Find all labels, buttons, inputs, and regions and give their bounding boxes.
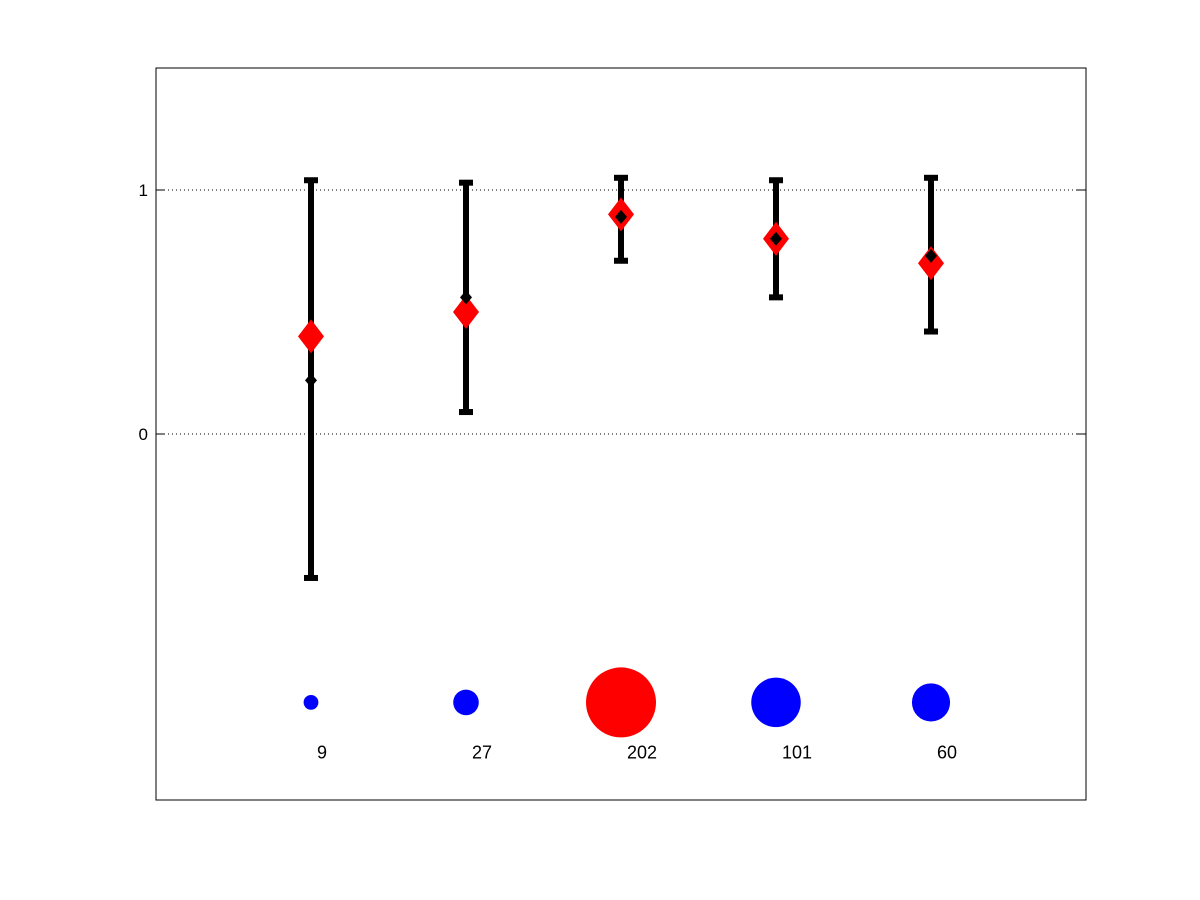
estimate-marker xyxy=(925,248,937,263)
count-label: 60 xyxy=(937,742,957,762)
markers xyxy=(298,197,944,388)
y-axis-ticks: 01 xyxy=(139,181,1086,444)
estimate-marker xyxy=(460,290,472,305)
count-bubble xyxy=(911,683,951,722)
y-tick-label: 0 xyxy=(139,425,148,444)
plot-frame xyxy=(155,67,1087,801)
estimate-marker xyxy=(615,209,627,224)
count-labels: 9 27 202 101 60 xyxy=(317,742,957,762)
reference-marker xyxy=(918,246,944,281)
count-bubble xyxy=(453,689,479,716)
estimate-marker xyxy=(770,231,782,246)
reference-marker xyxy=(453,295,479,329)
count-bubble xyxy=(751,677,801,728)
count-bubble xyxy=(586,667,656,738)
count-label: 9 xyxy=(317,742,327,762)
count-label: 27 xyxy=(472,742,492,762)
reference-marker xyxy=(298,319,324,354)
estimate-marker xyxy=(305,373,317,388)
y-tick-label: 1 xyxy=(139,181,148,200)
count-bubble xyxy=(303,695,319,710)
count-label: 101 xyxy=(782,742,812,762)
count-label: 202 xyxy=(627,742,657,762)
count-bubbles xyxy=(303,667,951,738)
